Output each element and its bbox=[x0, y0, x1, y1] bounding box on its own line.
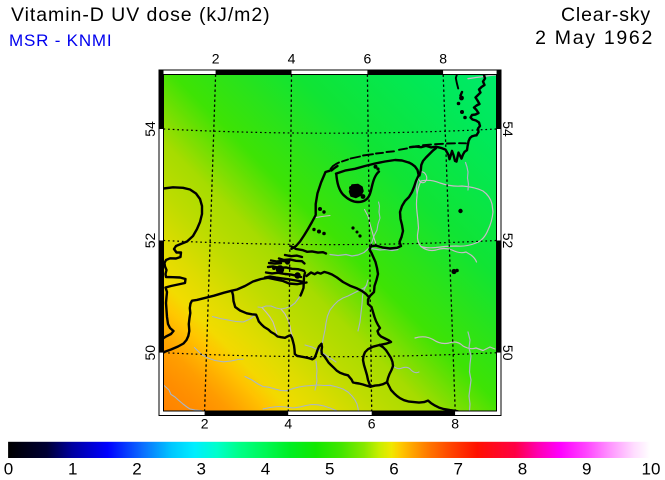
svg-text:5: 5 bbox=[325, 460, 334, 479]
svg-text:6: 6 bbox=[368, 416, 376, 432]
svg-text:54: 54 bbox=[500, 121, 516, 137]
svg-text:10: 10 bbox=[642, 460, 661, 479]
svg-text:50: 50 bbox=[500, 345, 516, 361]
svg-text:50: 50 bbox=[142, 345, 158, 361]
svg-text:9: 9 bbox=[582, 460, 591, 479]
svg-text:52: 52 bbox=[500, 233, 516, 249]
svg-text:0: 0 bbox=[4, 460, 13, 479]
svg-text:7: 7 bbox=[454, 460, 463, 479]
svg-text:2: 2 bbox=[212, 51, 220, 67]
svg-text:2: 2 bbox=[132, 460, 141, 479]
svg-text:4: 4 bbox=[284, 416, 292, 432]
svg-text:3: 3 bbox=[197, 460, 206, 479]
svg-text:8: 8 bbox=[439, 51, 447, 67]
svg-text:8: 8 bbox=[518, 460, 527, 479]
svg-text:6: 6 bbox=[364, 51, 372, 67]
svg-text:54: 54 bbox=[142, 121, 158, 137]
svg-text:1: 1 bbox=[68, 460, 77, 479]
svg-text:8: 8 bbox=[451, 416, 459, 432]
svg-text:52: 52 bbox=[142, 233, 158, 249]
svg-text:6: 6 bbox=[389, 460, 398, 479]
svg-text:4: 4 bbox=[288, 51, 296, 67]
svg-text:4: 4 bbox=[261, 460, 270, 479]
svg-text:2: 2 bbox=[201, 416, 209, 432]
